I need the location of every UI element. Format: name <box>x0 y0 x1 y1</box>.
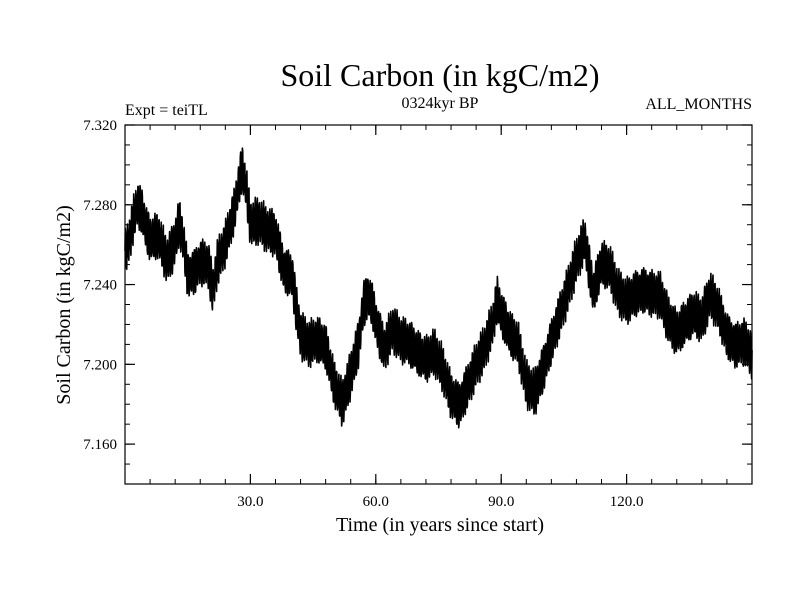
y-axis-title: Soil Carbon (in kgC/m2) <box>53 205 75 404</box>
x-tick-label: 120.0 <box>610 494 644 510</box>
experiment-label: Expt = teiTL <box>125 102 208 119</box>
x-axis-title: Time (in years since start) <box>336 514 544 536</box>
chart-title: Soil Carbon (in kgC/m2) <box>280 57 599 93</box>
y-tick-label: 7.160 <box>83 437 117 453</box>
x-tick-label: 30.0 <box>237 494 263 510</box>
months-label: ALL_MONTHS <box>645 96 752 113</box>
x-tick-label: 90.0 <box>488 494 514 510</box>
x-tick-label: 60.0 <box>363 494 389 510</box>
plot-area <box>124 147 753 429</box>
plot-frame <box>124 124 753 485</box>
y-tick-label: 7.280 <box>83 198 117 214</box>
y-tick-label: 7.200 <box>83 357 117 373</box>
period-label: 0324kyr BP <box>402 95 479 112</box>
data-series-line <box>124 147 753 429</box>
axis-ticks: 30.0 60.0 90.0 120.0 7.160 7.200 7.240 7.280 7.3… <box>83 118 752 510</box>
y-tick-label: 7.320 <box>83 118 117 134</box>
y-tick-label: 7.240 <box>83 278 117 294</box>
